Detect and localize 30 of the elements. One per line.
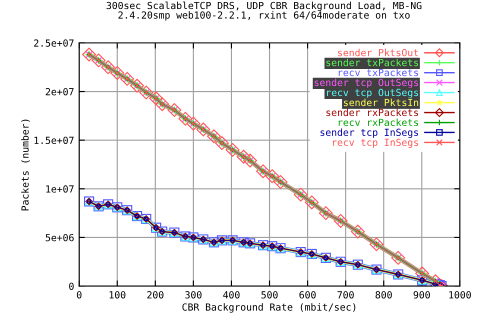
y-tick-label: 2.5e+07 [34, 39, 74, 47]
x-tick-label: 500 [261, 291, 278, 299]
x-tick-label: 400 [223, 291, 240, 299]
y-tick-label: 0 [69, 282, 74, 290]
y-tick-label: 5e+06 [46, 234, 74, 242]
legend-label: sender tcp InSegs [320, 128, 418, 138]
legend-label: recv txPackets [338, 68, 418, 76]
y-tick-label: 1e+07 [46, 185, 74, 193]
legend-label: sender txPackets [326, 58, 418, 66]
legend-label: sender PktsIn [344, 98, 418, 106]
x-tick-label: 300 [185, 291, 202, 299]
x-tick-label: 700 [338, 291, 354, 299]
y-tick-label: 2e+07 [46, 88, 74, 96]
x-tick-label: 0 [76, 291, 82, 299]
legend-label: sender PktsOut [338, 48, 418, 56]
legend-label: sender rxPackets [326, 108, 418, 116]
legend-label: sender tcp OutSegs [314, 78, 418, 88]
x-tick-label: 100 [110, 291, 126, 299]
x-tick-label: 200 [147, 291, 164, 299]
x-axis-title: CBR Background Rate (mbit/sec) [182, 303, 356, 313]
y-axis-title: Packets (number) [21, 120, 30, 210]
x-tick-label: 600 [299, 291, 316, 299]
chart-title: 300sec ScalableTCP DRS, UDP CBR Background Load, MB-NG 2.4.20smp web100-2.2.1, rxint 64/64moderate on txo [106, 2, 422, 21]
x-tick-label: 800 [376, 291, 392, 299]
legend-label: recv tcp OutSegs [327, 88, 418, 98]
y-tick-label: 1.5e+07 [34, 136, 74, 144]
x-tick-label: 900 [414, 291, 430, 299]
legend-label: recv rxPackets [338, 118, 418, 126]
legend-label: recv tcp InSegs [332, 138, 418, 148]
x-tick-label: 1000 [449, 291, 471, 299]
